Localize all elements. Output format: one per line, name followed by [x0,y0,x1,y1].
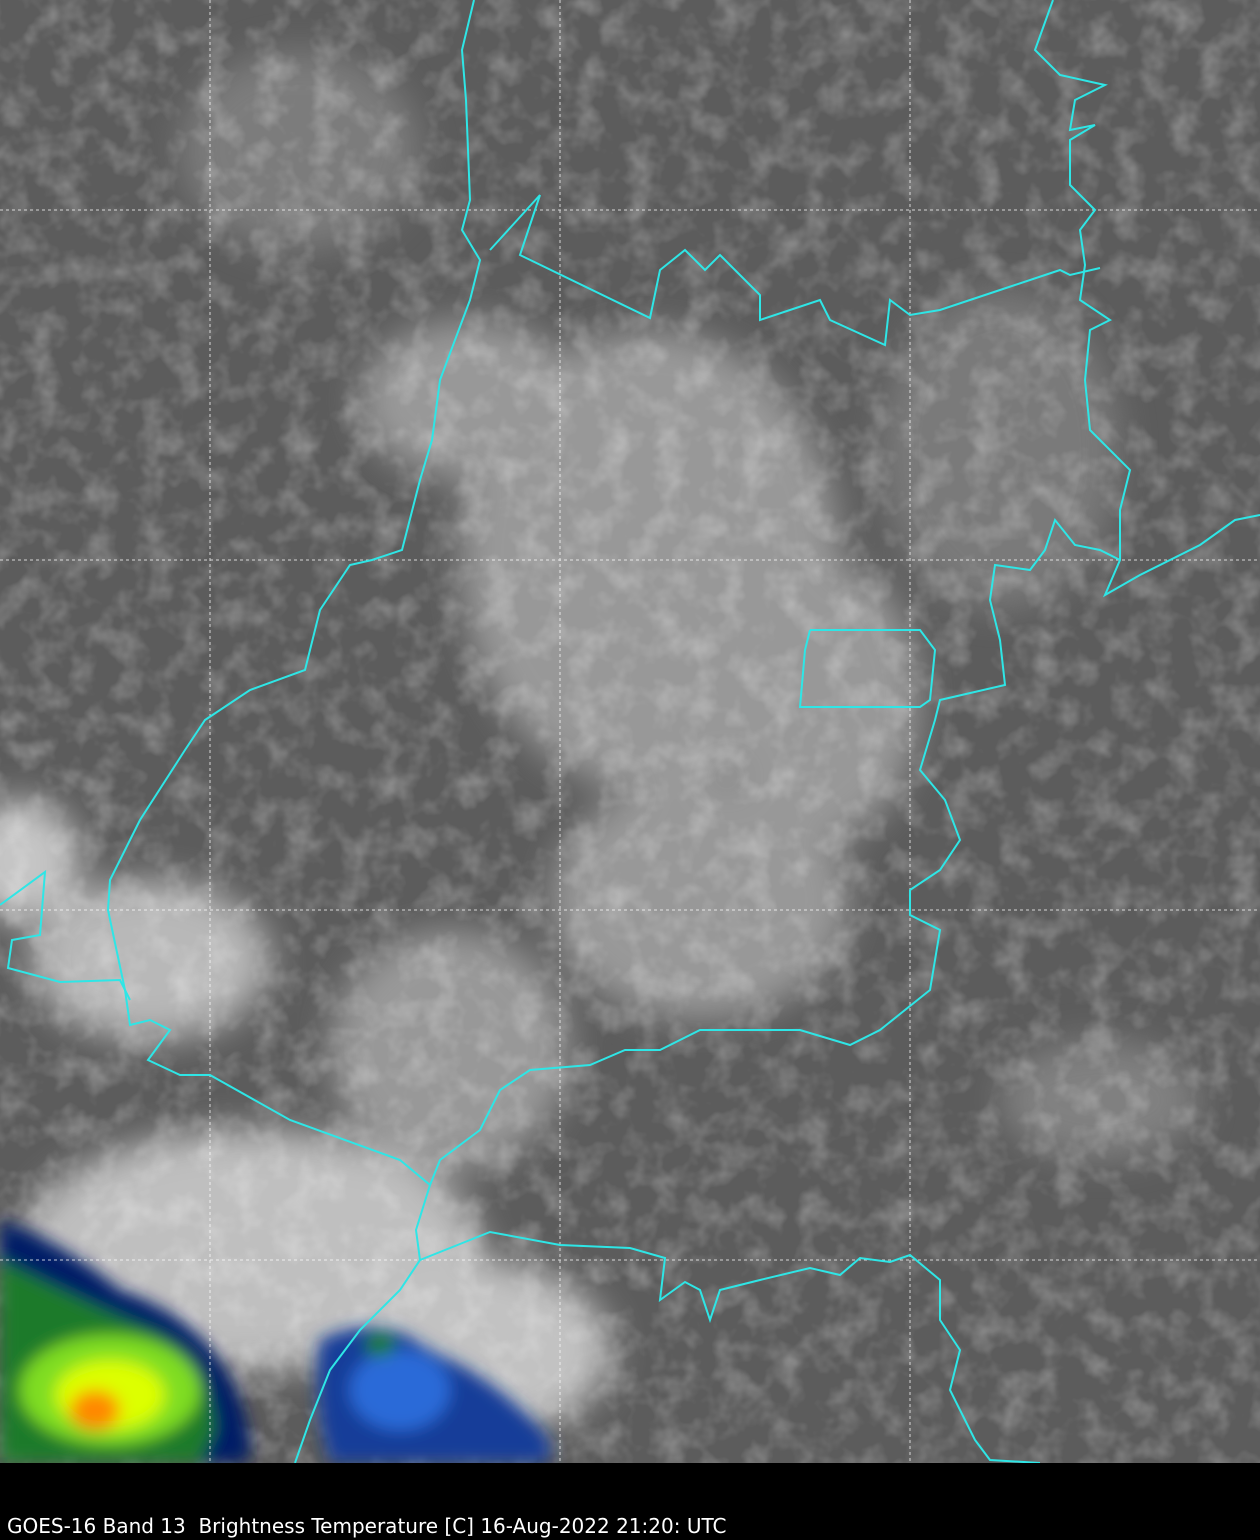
satellite-map [0,0,1260,1463]
cloud-texture [0,0,1260,1463]
lat-lon-grid [0,0,1260,1463]
political-borders [0,0,1260,1463]
image-caption: GOES-16 Band 13 Brightness Temperature [… [7,1514,727,1538]
cold-cloud-tops [0,1220,550,1463]
